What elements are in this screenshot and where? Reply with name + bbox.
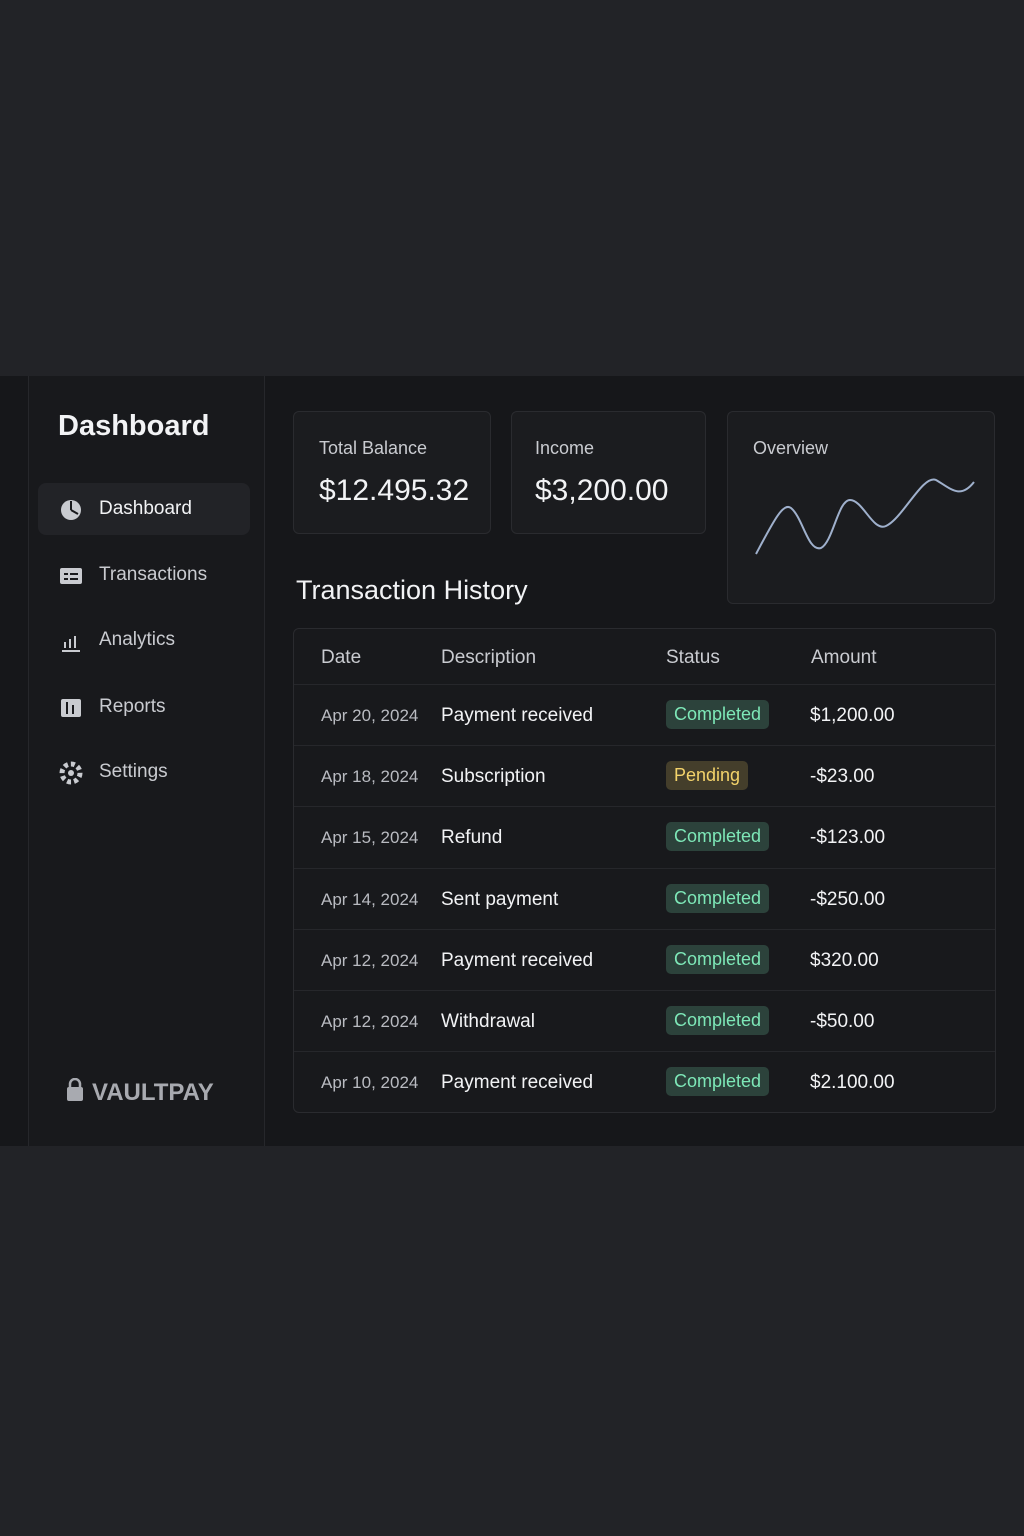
- description: Subscription: [441, 766, 546, 788]
- column-header: Status: [666, 647, 720, 668]
- table-row: Apr 14, 2024 Sent payment Completed -$250.0…: [294, 867, 995, 930]
- icon: [61, 500, 81, 520]
- overview-card: Overview: [727, 411, 995, 604]
- status-badge: Completed: [666, 883, 770, 913]
- date: Apr 14, 2024: [321, 889, 419, 909]
- card-label: Total Balance: [319, 438, 428, 458]
- table-row: Apr 12, 2024 Payment received Completed $32…: [294, 928, 995, 991]
- date: Apr 12, 2024: [321, 1012, 419, 1031]
- icon: [62, 636, 80, 652]
- description: Withdrawal: [441, 1011, 535, 1032]
- balance-card: Total Balance $12.495.32: [293, 411, 491, 534]
- table-row: Apr 20, 2024 Payment received Completed $1,…: [294, 684, 995, 746]
- description: Sent payment: [441, 888, 559, 910]
- description: Refund: [441, 827, 503, 849]
- amount: -$23.00: [810, 766, 875, 788]
- card-label: Income: [535, 438, 595, 458]
- status-badge: Completed: [666, 1067, 770, 1097]
- status-badge: Completed: [666, 822, 770, 852]
- nav-item[interactable]: Analytics: [38, 614, 250, 666]
- nav-label: Analytics: [99, 629, 176, 650]
- description: Payment received: [441, 705, 594, 726]
- nav-item[interactable]: Reports: [38, 681, 250, 733]
- lock-icon: [67, 1078, 83, 1101]
- date: Apr 18, 2024: [321, 767, 419, 787]
- description: Payment received: [441, 1072, 594, 1094]
- table-row: Apr 10, 2024 Payment received Completed $2.…: [294, 1051, 995, 1113]
- icon: [59, 761, 83, 785]
- transaction-table: Date Description Status Amount Apr 20, 2…: [293, 628, 996, 1113]
- column-header: Description: [441, 647, 537, 668]
- icon: [60, 568, 82, 584]
- date: Apr 10, 2024: [321, 1073, 419, 1093]
- date: Apr 15, 2024: [321, 828, 419, 848]
- status-badge: Completed: [666, 1006, 770, 1035]
- status-badge: Completed: [666, 944, 770, 974]
- amount: -$123.00: [810, 827, 886, 849]
- nav-label: Reports: [99, 696, 166, 717]
- section-title: Transaction History: [296, 575, 528, 605]
- amount: $2.100.00: [810, 1072, 895, 1094]
- description: Payment received: [441, 949, 594, 971]
- card-label: Overview: [753, 438, 829, 458]
- nav-item[interactable]: Transactions: [38, 549, 250, 601]
- table-row: Apr 15, 2024 Refund Completed -$123.00: [294, 806, 995, 868]
- sidebar-title: Dashboard: [58, 410, 210, 442]
- status-badge: Completed: [666, 700, 770, 729]
- nav-item[interactable]: Dashboard: [38, 483, 250, 535]
- sparkline: [755, 478, 975, 555]
- amount: $1,200.00: [810, 705, 895, 726]
- amount: -$50.00: [810, 1011, 875, 1032]
- amount: $320.00: [810, 949, 879, 971]
- table-row: Apr 12, 2024 Withdrawal Completed -$50.00: [294, 990, 995, 1052]
- table-row: Apr 18, 2024 Subscription Pending -$23.00: [294, 745, 995, 807]
- date: Apr 20, 2024: [321, 706, 419, 725]
- brand: VAULTPAY: [92, 1079, 214, 1106]
- card-value: $3,200.00: [535, 474, 669, 507]
- nav-label: Dashboard: [99, 498, 192, 519]
- column-header: Date: [321, 647, 362, 668]
- icon: [61, 699, 81, 717]
- nav-label: Transactions: [99, 564, 208, 585]
- nav-item[interactable]: Settings: [38, 746, 250, 798]
- date: Apr 12, 2024: [321, 950, 419, 970]
- income-card: Income $3,200.00: [511, 411, 706, 534]
- status-badge: Pending: [666, 761, 749, 791]
- nav-label: Settings: [99, 761, 168, 782]
- column-header: Amount: [811, 647, 877, 668]
- card-value: $12.495.32: [319, 474, 470, 507]
- amount: -$250.00: [810, 888, 886, 910]
